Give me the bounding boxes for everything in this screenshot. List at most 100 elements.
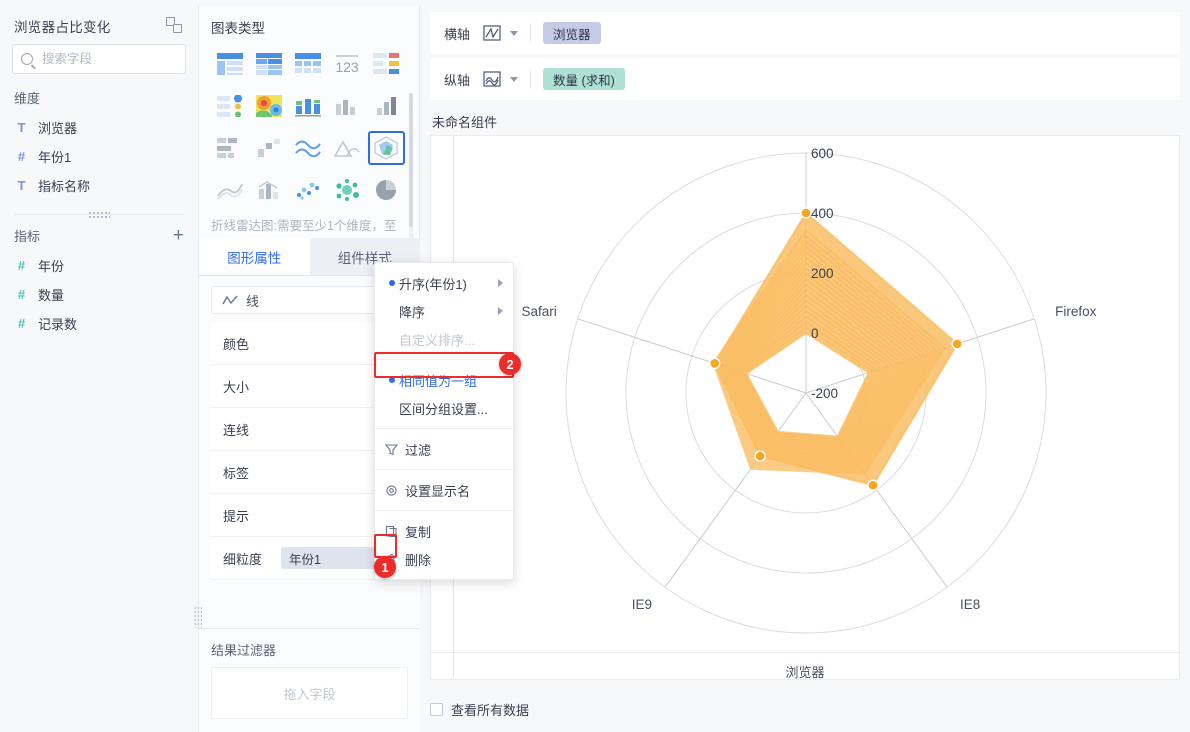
svg-text:-200: -200 [811,386,838,401]
svg-text:IE8: IE8 [960,597,980,612]
measure-label: 记录数 [38,317,78,332]
search-icon [21,53,33,65]
panel-resize-grip[interactable] [14,211,184,224]
menu-item-set-display-name[interactable]: 设置显示名 [375,476,513,504]
chart-bottom-divider [431,652,1179,653]
y-axis-field-pill[interactable]: 数量 (求和) [543,68,625,90]
dataset-sidebar: 浏览器占比变化 维度 T 浏览器 # 年份1 T 指标名称 [0,6,199,732]
dimension-item-browser[interactable]: T 浏览器 [0,113,198,142]
x-axis-shelf[interactable]: 横轴 浏览器 [430,12,1180,54]
dimension-list: T 浏览器 # 年份1 T 指标名称 [0,113,198,204]
measure-section-header: 指标 + [0,224,198,251]
chart-type-pie-chart-icon[interactable] [368,173,405,207]
chart-canvas-card: ChromeFirefoxIE8IE9Safari6004002000-200 … [430,135,1180,680]
chart-type-heatmap-icon[interactable] [250,89,287,123]
chart-type-table-left-header-icon[interactable] [211,47,248,81]
chart-type-line-chart-icon[interactable] [289,131,326,165]
measure-label: 年份 [38,259,65,274]
svg-text:200: 200 [811,266,834,281]
chart-type-scrollbar-thumb[interactable] [409,93,413,227]
copy-icon[interactable] [166,17,184,35]
chart-type-column-chart-icon[interactable] [329,89,366,123]
chart-type-step-bar-icon[interactable] [250,131,287,165]
menu-item-interval-group-settings[interactable]: 区间分组设置... [375,394,513,422]
y-axis-chevron-down-icon[interactable] [510,76,518,82]
chart-type-bar-tall-icon[interactable] [368,89,405,123]
menu-item-filter[interactable]: 过滤 [375,435,513,463]
selected-bullet-icon [385,377,399,383]
main-area: 横轴 浏览器 纵轴 数量 (求和) 未命名组件 Chrome Firefox IE8… [420,0,1190,732]
menu-item-sort-descending[interactable]: 降序 [375,297,513,325]
gear-icon [385,484,405,497]
menu-item-label: 设置显示名 [405,483,471,499]
measure-section-label: 指标 [14,229,41,244]
menu-divider [375,428,513,429]
annotation-badge-1: 1 [374,556,396,578]
chart-type-scatter-icon[interactable] [289,173,326,207]
sidebar-header: 浏览器占比变化 [0,6,198,44]
chart-type-horizontal-bar-icon[interactable] [211,131,248,165]
show-all-data-row[interactable]: 查看所有数据 [430,700,529,719]
dimension-item-metric-name[interactable]: T 指标名称 [0,171,198,200]
chart-type-kpi-card-icon[interactable] [368,47,405,81]
chart-type-cross-table-icon[interactable] [250,47,287,81]
menu-item-custom-sort[interactable]: 自定义排序... [375,325,513,353]
show-all-data-checkbox[interactable] [430,703,443,716]
tab-graphic-properties[interactable]: 图形属性 [199,238,310,275]
menu-item-same-value-group[interactable]: 相同值为一组 [375,366,513,394]
svg-text:Chrome: Chrome [782,136,830,138]
dimension-label: 浏览器 [38,121,78,136]
yaxis-icon[interactable] [480,71,504,87]
search-input[interactable] [40,51,177,67]
menu-item-sort-ascending[interactable]: 升序(年份1) [375,269,513,297]
result-filter-dropzone[interactable]: 拖入字段 [211,667,408,719]
measure-item-quantity[interactable]: # 数量 [0,280,198,309]
dimension-label: 年份1 [38,150,72,165]
svg-text:400: 400 [811,206,834,221]
chart-type-detail-table-icon[interactable] [211,89,248,123]
chart-type-title: 图表类型 [211,21,265,36]
dimension-label: 指标名称 [38,179,91,194]
number-type-icon: # [17,258,26,273]
divider [530,69,531,89]
menu-item-label: 降序 [399,304,426,320]
search-field-box[interactable] [12,44,186,74]
measure-item-year[interactable]: # 年份 [0,251,198,280]
chart-type-plain-table-icon[interactable] [289,47,326,81]
selected-bullet-icon [385,280,399,286]
menu-item-label: 删除 [405,552,432,568]
chart-type-area-chart-icon[interactable] [329,131,366,165]
number-type-icon: # [17,316,26,331]
svg-text:0: 0 [811,326,819,341]
field-context-menu[interactable]: 升序(年份1) 降序 自定义排序... 相同值为一组 区间分组设置... 过滤 [374,262,514,580]
panel-drag-handle[interactable] [194,606,202,628]
chart-type-radar-chart-icon[interactable] [367,131,405,165]
menu-item-label: 过滤 [405,442,432,458]
filter-icon [385,443,405,456]
component-name: 未命名组件 [432,115,498,130]
dimension-item-year1[interactable]: # 年份1 [0,142,198,171]
svg-text:IE9: IE9 [632,597,652,612]
x-axis-chevron-down-icon[interactable] [510,30,518,36]
chart-type-smooth-line-icon[interactable] [211,173,248,207]
plus-icon[interactable]: + [172,225,184,246]
chart-x-axis-title: 浏览器 [785,665,825,680]
chart-type-number-123-icon[interactable]: 123 [329,47,366,81]
measure-item-record-count[interactable]: # 记录数 [0,309,198,338]
line-icon [222,295,238,305]
result-filter-title: 结果过滤器 [211,643,277,658]
chart-type-combo-chart-icon[interactable] [250,173,287,207]
menu-item-copy[interactable]: 复制 [375,517,513,545]
x-axis-field-pill[interactable]: 浏览器 [543,22,601,44]
menu-item-label: 复制 [405,524,432,540]
property-label: 颜色 [223,336,250,352]
chart-type-stacked-bar-icon[interactable] [289,89,326,123]
chart-type-bubble-icon[interactable] [329,173,366,207]
x-axis-label: 横轴 [444,26,471,42]
xaxis-icon[interactable] [480,25,504,41]
menu-divider [375,359,513,360]
granularity-value: 年份1 [289,552,321,567]
radar-chart[interactable]: Chrome Firefox IE8 IE9 Safari 600 400 200 0 -200 [431,136,1179,656]
y-axis-shelf[interactable]: 纵轴 数量 (求和) [430,58,1180,100]
